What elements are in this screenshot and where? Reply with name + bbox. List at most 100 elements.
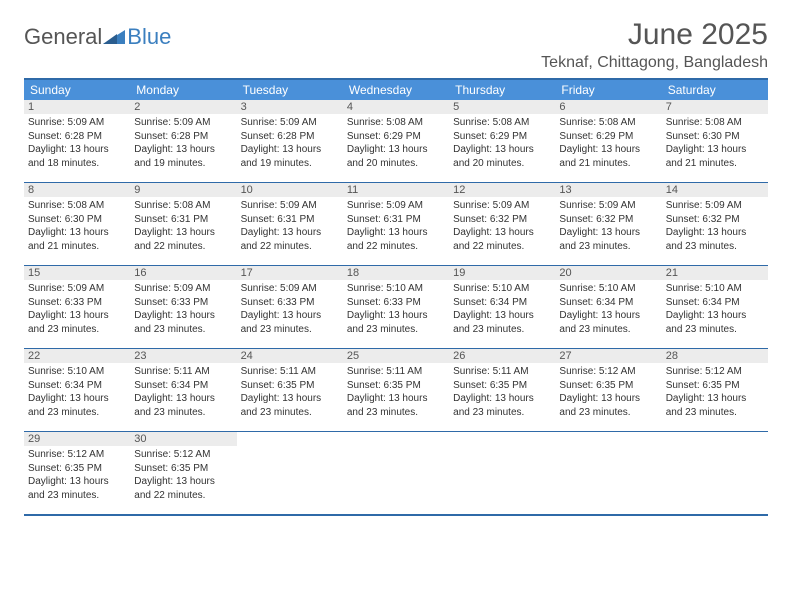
calendar-day: 23Sunrise: 5:11 AMSunset: 6:34 PMDayligh… bbox=[130, 349, 236, 431]
day-number: 24 bbox=[237, 349, 343, 363]
sunset-line: Sunset: 6:31 PM bbox=[347, 213, 445, 227]
calendar-day: 4Sunrise: 5:08 AMSunset: 6:29 PMDaylight… bbox=[343, 100, 449, 182]
daylight-line: Daylight: 13 hours and 23 minutes. bbox=[666, 226, 764, 253]
calendar-day: 21Sunrise: 5:10 AMSunset: 6:34 PMDayligh… bbox=[662, 266, 768, 348]
calendar-day: 19Sunrise: 5:10 AMSunset: 6:34 PMDayligh… bbox=[449, 266, 555, 348]
day-number: 2 bbox=[130, 100, 236, 114]
sunrise-line: Sunrise: 5:09 AM bbox=[666, 199, 764, 213]
calendar-week: 22Sunrise: 5:10 AMSunset: 6:34 PMDayligh… bbox=[24, 348, 768, 431]
daylight-line: Daylight: 13 hours and 21 minutes. bbox=[559, 143, 657, 170]
logo-text-1: General bbox=[24, 24, 102, 50]
daylight-line: Daylight: 13 hours and 22 minutes. bbox=[134, 226, 232, 253]
calendar-day-empty bbox=[343, 432, 449, 514]
sunset-line: Sunset: 6:35 PM bbox=[241, 379, 339, 393]
dow-sunday: Sunday bbox=[24, 80, 130, 100]
dow-thursday: Thursday bbox=[449, 80, 555, 100]
sunrise-line: Sunrise: 5:10 AM bbox=[347, 282, 445, 296]
sunset-line: Sunset: 6:32 PM bbox=[453, 213, 551, 227]
sunrise-line: Sunrise: 5:11 AM bbox=[453, 365, 551, 379]
daylight-line: Daylight: 13 hours and 23 minutes. bbox=[347, 392, 445, 419]
sunset-line: Sunset: 6:35 PM bbox=[453, 379, 551, 393]
daylight-line: Daylight: 13 hours and 23 minutes. bbox=[347, 309, 445, 336]
calendar-page: General Blue June 2025 Teknaf, Chittagon… bbox=[0, 0, 792, 526]
daylight-line: Daylight: 13 hours and 23 minutes. bbox=[241, 392, 339, 419]
day-number: 28 bbox=[662, 349, 768, 363]
daylight-line: Daylight: 13 hours and 22 minutes. bbox=[453, 226, 551, 253]
day-number: 17 bbox=[237, 266, 343, 280]
sunrise-line: Sunrise: 5:08 AM bbox=[347, 116, 445, 130]
sunset-line: Sunset: 6:33 PM bbox=[241, 296, 339, 310]
calendar-day-empty bbox=[237, 432, 343, 514]
calendar: Sunday Monday Tuesday Wednesday Thursday… bbox=[24, 78, 768, 516]
calendar-day: 2Sunrise: 5:09 AMSunset: 6:28 PMDaylight… bbox=[130, 100, 236, 182]
calendar-day: 20Sunrise: 5:10 AMSunset: 6:34 PMDayligh… bbox=[555, 266, 661, 348]
calendar-day: 5Sunrise: 5:08 AMSunset: 6:29 PMDaylight… bbox=[449, 100, 555, 182]
daylight-line: Daylight: 13 hours and 19 minutes. bbox=[241, 143, 339, 170]
daylight-line: Daylight: 13 hours and 23 minutes. bbox=[666, 392, 764, 419]
sunrise-line: Sunrise: 5:11 AM bbox=[134, 365, 232, 379]
sunset-line: Sunset: 6:28 PM bbox=[241, 130, 339, 144]
daylight-line: Daylight: 13 hours and 23 minutes. bbox=[453, 392, 551, 419]
page-header: General Blue June 2025 Teknaf, Chittagon… bbox=[24, 18, 768, 72]
sunrise-line: Sunrise: 5:12 AM bbox=[28, 448, 126, 462]
sunset-line: Sunset: 6:35 PM bbox=[28, 462, 126, 476]
calendar-body: 1Sunrise: 5:09 AMSunset: 6:28 PMDaylight… bbox=[24, 100, 768, 514]
day-number: 3 bbox=[237, 100, 343, 114]
dow-saturday: Saturday bbox=[662, 80, 768, 100]
calendar-day: 26 Sunrise: 5:11 AMSunset: 6:35 PMDayligh… bbox=[449, 349, 555, 431]
day-number: 6 bbox=[555, 100, 661, 114]
day-number: 10 bbox=[237, 183, 343, 197]
sunrise-line: Sunrise: 5:09 AM bbox=[347, 199, 445, 213]
calendar-day: 12Sunrise: 5:09 AMSunset: 6:32 PMDayligh… bbox=[449, 183, 555, 265]
sunrise-line: Sunrise: 5:08 AM bbox=[666, 116, 764, 130]
sunset-line: Sunset: 6:29 PM bbox=[453, 130, 551, 144]
calendar-week: 15 Sunrise: 5:09 AMSunset: 6:33 PM Dayligh… bbox=[24, 265, 768, 348]
sunrise-line: Sunrise: 5:09 AM bbox=[559, 199, 657, 213]
sunrise-line: Sunrise: 5:11 AM bbox=[347, 365, 445, 379]
daylight-line: Daylight: 13 hours and 23 minutes. bbox=[134, 309, 232, 336]
daylight-line: Daylight: 13 hours and 23 minutes. bbox=[134, 392, 232, 419]
day-number: 15 bbox=[24, 266, 130, 280]
dow-tuesday: Tuesday bbox=[237, 80, 343, 100]
day-number: 25 bbox=[343, 349, 449, 363]
day-number: 30 bbox=[130, 432, 236, 446]
day-number: 7 bbox=[662, 100, 768, 114]
day-number: 26 bbox=[449, 349, 555, 363]
calendar-day: 9Sunrise: 5:08 AMSunset: 6:31 PMDaylight… bbox=[130, 183, 236, 265]
daylight-line: Daylight: 13 hours and 23 minutes. bbox=[28, 309, 126, 336]
daylight-line: Daylight: 13 hours and 19 minutes. bbox=[134, 143, 232, 170]
day-number: 14 bbox=[662, 183, 768, 197]
sunrise-line: Sunrise: 5:08 AM bbox=[28, 199, 126, 213]
daylight-line: Daylight: 13 hours and 22 minutes. bbox=[134, 475, 232, 502]
sunrise-line: Sunrise: 5:08 AM bbox=[453, 116, 551, 130]
sunset-line: Sunset: 6:29 PM bbox=[347, 130, 445, 144]
sunrise-line: Sunrise: 5:09 AM bbox=[241, 199, 339, 213]
calendar-day: 16Sunrise: 5:09 AMSunset: 6:33 PMDayligh… bbox=[130, 266, 236, 348]
title-block: June 2025 Teknaf, Chittagong, Bangladesh bbox=[541, 18, 768, 72]
calendar-day: 28 Sunrise: 5:12 AMSunset: 6:35 PMDayligh… bbox=[662, 349, 768, 431]
day-number: 19 bbox=[449, 266, 555, 280]
daylight-line: Daylight: 13 hours and 21 minutes. bbox=[28, 226, 126, 253]
day-number: 4 bbox=[343, 100, 449, 114]
daylight-line: Daylight: 13 hours and 22 minutes. bbox=[347, 226, 445, 253]
sunset-line: Sunset: 6:31 PM bbox=[134, 213, 232, 227]
calendar-day: 3Sunrise: 5:09 AMSunset: 6:28 PMDaylight… bbox=[237, 100, 343, 182]
day-number: 9 bbox=[130, 183, 236, 197]
calendar-day: 30Sunrise: 5:12 AMSunset: 6:35 PMDayligh… bbox=[130, 432, 236, 514]
sunrise-line: Sunrise: 5:12 AM bbox=[666, 365, 764, 379]
calendar-week: 8Sunrise: 5:08 AMSunset: 6:30 PMDaylight… bbox=[24, 182, 768, 265]
calendar-day: 17Sunrise: 5:09 AMSunset: 6:33 PMDayligh… bbox=[237, 266, 343, 348]
sunset-line: Sunset: 6:35 PM bbox=[666, 379, 764, 393]
sunrise-line: Sunrise: 5:09 AM bbox=[241, 282, 339, 296]
day-of-week-header: Sunday Monday Tuesday Wednesday Thursday… bbox=[24, 80, 768, 100]
day-number: 27 bbox=[555, 349, 661, 363]
sunrise-line: Sunrise: 5:09 AM bbox=[453, 199, 551, 213]
sunset-line: Sunset: 6:35 PM bbox=[134, 462, 232, 476]
day-number: 1 bbox=[24, 100, 130, 114]
daylight-line: Daylight: 13 hours and 23 minutes. bbox=[28, 475, 126, 502]
sunset-line: Sunset: 6:34 PM bbox=[453, 296, 551, 310]
day-number: 29 bbox=[24, 432, 130, 446]
sunrise-line: Sunrise: 5:09 AM bbox=[134, 116, 232, 130]
dow-monday: Monday bbox=[130, 80, 236, 100]
sunset-line: Sunset: 6:30 PM bbox=[666, 130, 764, 144]
